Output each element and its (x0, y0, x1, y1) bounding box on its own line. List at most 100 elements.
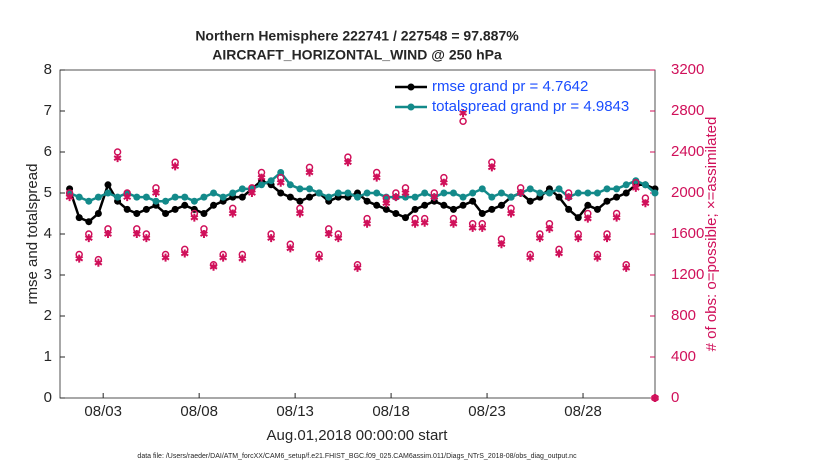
point (603, 185, 611, 193)
y2-tick-label: 3200 (671, 61, 704, 78)
footnote: data file: /Users/raeder/DAI/ATM_forcXX/… (137, 453, 577, 460)
point (421, 201, 429, 209)
point (286, 193, 294, 201)
point (373, 189, 381, 197)
point (162, 210, 170, 217)
y2-tick-label: 800 (671, 307, 696, 324)
point (555, 193, 563, 201)
assimilated-obs (583, 214, 592, 223)
point (593, 189, 601, 197)
point (401, 214, 409, 222)
point (363, 197, 371, 205)
point (449, 205, 457, 213)
assimilated-obs (526, 253, 535, 262)
y-tick-label: 5 (44, 184, 52, 201)
point (622, 181, 630, 189)
assimilated-obs (84, 234, 93, 243)
assimilated-obs (180, 249, 189, 258)
point (382, 205, 390, 213)
assimilated-obs (219, 253, 228, 262)
assimilated-obs (535, 234, 544, 243)
assimilated-obs (247, 189, 256, 197)
point (459, 201, 467, 209)
point (469, 189, 477, 197)
point (190, 197, 198, 205)
x-tick-label: 08/03 (84, 403, 122, 420)
point (200, 193, 208, 201)
point (584, 189, 592, 197)
y2-tick-label: 400 (671, 348, 696, 365)
assimilated-obs (391, 193, 400, 202)
point (584, 201, 592, 209)
point (296, 185, 304, 193)
point (210, 189, 218, 197)
point (593, 205, 601, 213)
point (94, 210, 102, 217)
point (354, 193, 361, 201)
point (229, 189, 237, 197)
possible-obs (113, 148, 122, 156)
assimilated-obs (401, 189, 410, 197)
assimilated-obs (468, 223, 477, 232)
assimilated-obs (295, 209, 304, 218)
y2-tick-label: 2000 (671, 184, 704, 201)
assimilated-obs (123, 193, 132, 202)
point (277, 169, 285, 176)
point (306, 185, 314, 193)
assimilated-obs (353, 263, 362, 272)
legend-marker (407, 103, 415, 111)
assimilated-obs (439, 178, 448, 187)
assimilated-obs (430, 193, 439, 202)
x-tick-label: 08/08 (180, 403, 218, 420)
x-axis-label: Aug.01,2018 00:00:00 start (267, 427, 449, 444)
point (114, 193, 122, 201)
point (267, 177, 275, 185)
point (181, 201, 189, 209)
point (315, 189, 323, 197)
point (75, 214, 83, 222)
assimilated-obs (343, 158, 352, 167)
assimilated-obs (411, 219, 420, 228)
assimilated-obs (238, 254, 247, 263)
assimilated-obs (104, 230, 112, 238)
point (440, 201, 448, 209)
point (344, 189, 352, 197)
point (440, 189, 448, 197)
possible-obs (459, 117, 467, 125)
point (238, 185, 246, 193)
assimilated-obs (286, 244, 295, 253)
point (478, 185, 486, 193)
assimilated-obs (622, 263, 631, 272)
assimilated-obs (545, 224, 554, 233)
point (507, 193, 515, 201)
assimilated-obs (372, 173, 381, 182)
assimilated-obs (113, 154, 122, 163)
assimilated-obs (382, 199, 391, 208)
point (565, 205, 573, 213)
y-tick-label: 1 (44, 348, 52, 365)
assimilated-obs (507, 209, 516, 218)
point (152, 197, 160, 205)
point (133, 210, 141, 217)
point (632, 177, 640, 185)
y2-tick-label: 0 (671, 389, 679, 406)
legend-marker (407, 83, 415, 91)
point (142, 193, 150, 201)
assimilated-obs (555, 249, 563, 258)
point (104, 189, 112, 197)
point (526, 185, 534, 193)
y2-tick-label: 2800 (671, 102, 704, 119)
assimilated-obs (305, 168, 314, 177)
point (104, 181, 112, 189)
point (574, 214, 582, 222)
y-tick-label: 2 (44, 307, 52, 324)
point (210, 201, 218, 209)
point (286, 181, 294, 189)
point (123, 205, 131, 213)
x-tick-label: 08/13 (276, 403, 314, 420)
point (497, 189, 505, 197)
y-tick-label: 8 (44, 61, 52, 78)
assimilated-obs (574, 234, 583, 243)
assimilated-obs (142, 234, 151, 243)
point (411, 205, 419, 213)
